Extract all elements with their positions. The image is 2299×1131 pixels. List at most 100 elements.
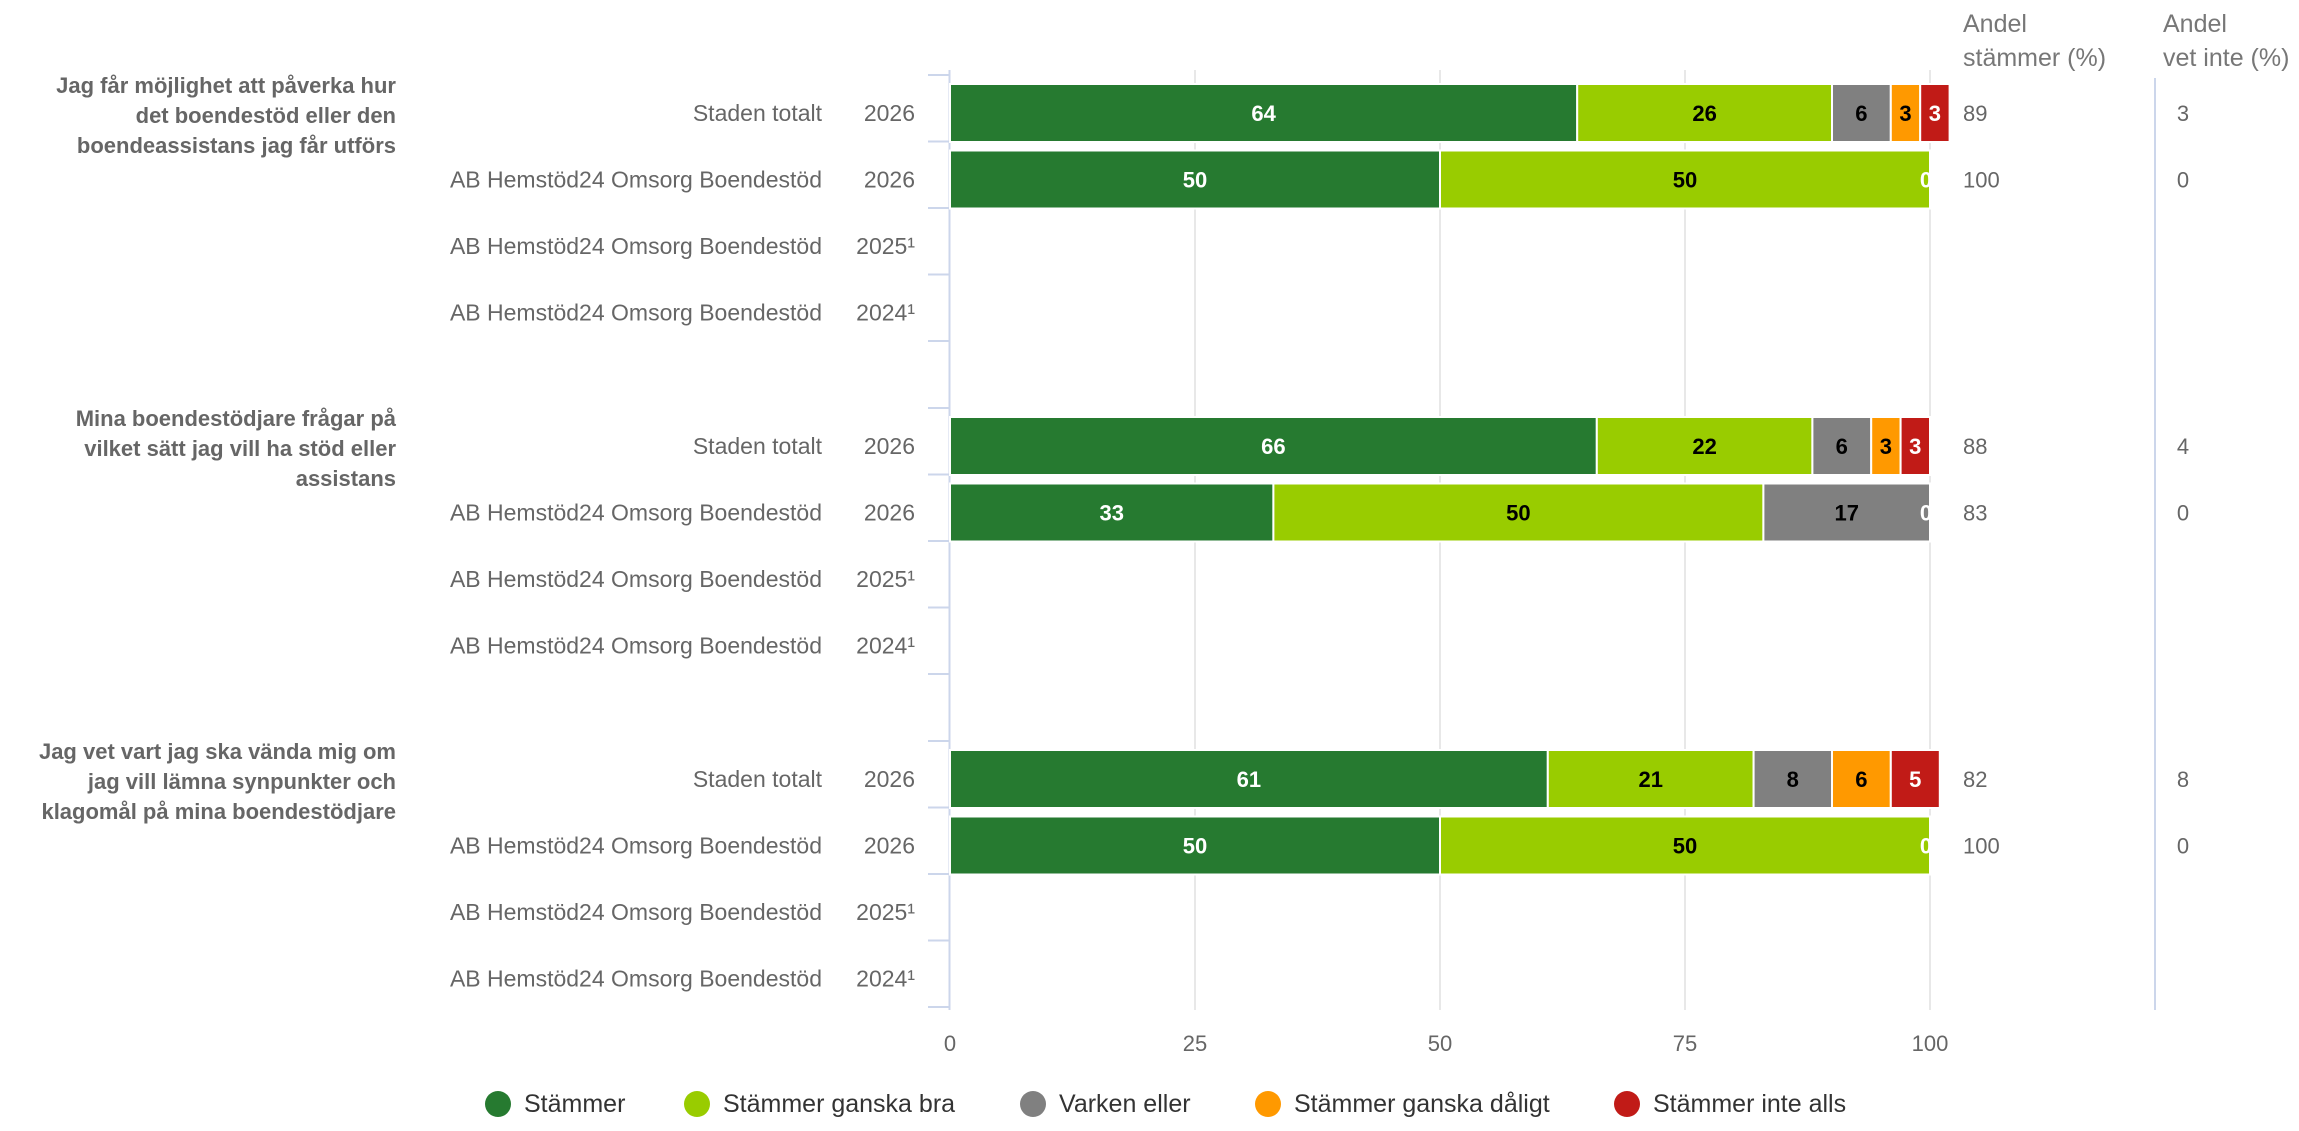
share-agree-value: 100 (1963, 834, 2000, 859)
legend-label: Varken eller (1059, 1090, 1191, 1118)
row-label: AB Hemstöd24 Omsorg Boendestöd (450, 966, 822, 992)
row-label: Staden totalt (693, 433, 823, 459)
bar-value-label: 33 (1099, 501, 1123, 526)
bar-segment (1752, 749, 1833, 809)
share-agree-value: 89 (1963, 101, 1987, 126)
row-label: AB Hemstöd24 Omsorg Boendestöd (450, 300, 822, 326)
x-tick-label: 75 (1673, 1031, 1697, 1056)
legend-marker (684, 1091, 710, 1117)
question-label: Jag vet vart jag ska vända mig om (39, 739, 396, 764)
share-agree-value: 82 (1963, 767, 1987, 792)
x-tick-label: 100 (1912, 1031, 1949, 1056)
row-year: 2025¹ (856, 899, 915, 925)
question-label: det boendestöd eller den (136, 103, 396, 128)
bars-layer: 64 26 6 3 350 50 066 22 6 3 333 50 17 061 21 8 6 550 50 0 (949, 83, 1951, 876)
share-agree-value: 88 (1963, 434, 1987, 459)
row-year: 2026 (864, 766, 915, 792)
row-label: AB Hemstöd24 Omsorg Boendestöd (450, 233, 822, 259)
legend-item: Stämmer ganska dåligt (1255, 1090, 1550, 1118)
legend-label: Stämmer (524, 1090, 625, 1118)
legend-marker (1255, 1091, 1281, 1117)
bar-value-label: 3 (1880, 434, 1892, 459)
dont-know-column-header-line1: Andel (2163, 10, 2227, 38)
agree-column-header-line2: stämmer (%) (1963, 44, 2106, 72)
bar-value-label: 64 (1251, 101, 1276, 126)
bar-segment (1576, 83, 1833, 143)
row-label: AB Hemstöd24 Omsorg Boendestöd (450, 167, 822, 193)
bar-value-label: 50 (1506, 501, 1530, 526)
axis-layer: 0 25 50 75 100 (928, 70, 1948, 1056)
share-agree-value: 83 (1963, 501, 1987, 526)
question-label: assistans (296, 466, 396, 491)
legend: Stämmer Stämmer ganska bra Varken eller Stä… (485, 1090, 1846, 1118)
bar-value-label: 50 (1673, 168, 1697, 193)
bar-segment (1762, 482, 1932, 543)
bar-value-label: 6 (1855, 101, 1867, 126)
bar-value-label: 8 (1787, 767, 1799, 792)
bar-segment (1439, 149, 1931, 210)
bar-segment (1919, 83, 1951, 143)
row-label: Staden totalt (693, 766, 823, 792)
row-year: 2026 (864, 167, 915, 193)
bar-segment (1439, 815, 1931, 876)
bar-segment (949, 482, 1275, 543)
bar-segment (949, 416, 1598, 476)
row-year: 2026 (864, 833, 915, 859)
legend-marker (485, 1091, 511, 1117)
row-label: AB Hemstöd24 Omsorg Boendestöd (450, 633, 822, 659)
legend-marker (1020, 1091, 1046, 1117)
row-label: AB Hemstöd24 Omsorg Boendestöd (450, 566, 822, 592)
bar-value-label: 0 (1920, 834, 1932, 859)
bar-segment (949, 83, 1579, 143)
x-tick-label: 0 (944, 1031, 956, 1056)
bar-segment (1831, 749, 1892, 809)
bar-segment (949, 815, 1441, 876)
bar-value-label: 6 (1836, 434, 1848, 459)
legend-item: Stämmer ganska bra (684, 1090, 955, 1118)
row-year: 2026 (864, 500, 915, 526)
bar-value-label: 5 (1909, 767, 1921, 792)
bar-value-label: 6 (1855, 767, 1867, 792)
bar-segment (1831, 83, 1892, 143)
bar-segment (1546, 749, 1755, 809)
bar-value-label: 66 (1261, 434, 1285, 459)
share-dont-know-value: 0 (2177, 168, 2189, 193)
row-year: 2026 (864, 433, 915, 459)
dont-know-column-header-line2: vet inte (%) (2163, 44, 2289, 72)
side-columns-layer: Andel stämmer (%) Andel vet inte (%) 89 3 100 0… (1963, 10, 2289, 1010)
share-dont-know-value: 0 (2177, 501, 2189, 526)
bar-value-label: 3 (1929, 101, 1941, 126)
bar-value-label: 0 (1920, 168, 1932, 193)
bar-value-label: 21 (1638, 767, 1662, 792)
bar-segment (1870, 416, 1902, 476)
legend-item: Varken eller (1020, 1090, 1191, 1118)
legend-item: Stämmer inte alls (1614, 1090, 1846, 1118)
labels-layer: Jag får möjlighet att påverka hur det boe… (39, 73, 915, 992)
bar-segment (1889, 749, 1941, 809)
row-year: 2024¹ (856, 966, 915, 992)
legend-marker (1614, 1091, 1640, 1117)
row-year: 2026 (864, 100, 915, 126)
legend-label: Stämmer ganska dåligt (1294, 1090, 1550, 1118)
share-dont-know-value: 8 (2177, 767, 2189, 792)
bar-value-label: 50 (1673, 834, 1697, 859)
question-label: klagomål på mina boendestödjare (41, 799, 396, 824)
row-year: 2025¹ (856, 566, 915, 592)
share-dont-know-value: 0 (2177, 834, 2189, 859)
bar-value-label: 3 (1899, 101, 1911, 126)
legend-label: Stämmer ganska bra (723, 1090, 955, 1118)
bar-value-label: 22 (1692, 434, 1716, 459)
bar-segment (1811, 416, 1873, 476)
agree-column-header-line1: Andel (1963, 10, 2027, 38)
legend-label: Stämmer inte alls (1653, 1090, 1846, 1118)
question-label: jag vill lämna synpunkter och (87, 769, 396, 794)
x-tick-label: 50 (1428, 1031, 1452, 1056)
row-year: 2024¹ (856, 300, 915, 326)
bar-value-label: 26 (1692, 101, 1716, 126)
question-label: boendeassistans jag får utförs (77, 133, 396, 158)
row-label: AB Hemstöd24 Omsorg Boendestöd (450, 899, 822, 925)
bar-value-label: 50 (1183, 168, 1207, 193)
bar-segment (1899, 416, 1931, 476)
question-label: Mina boendestödjare frågar på (76, 406, 397, 431)
